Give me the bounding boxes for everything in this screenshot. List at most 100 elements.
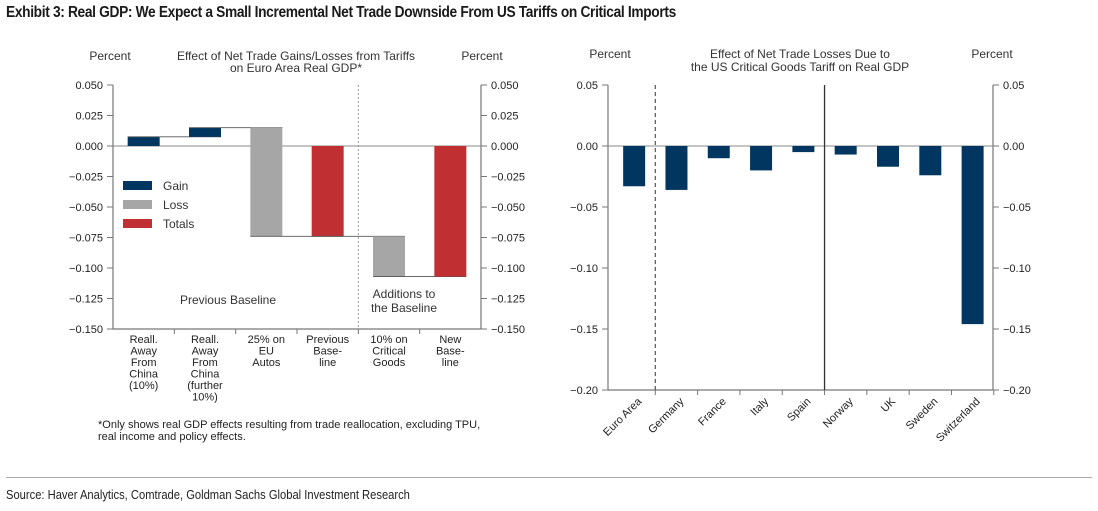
y-tick-label-right: −0.15: [1003, 324, 1031, 336]
y-tick-label-left: −0.15: [570, 324, 598, 336]
x-tick-label: line: [319, 357, 336, 369]
exhibit-title: Exhibit 3: Real GDP: We Expect a Small I…: [6, 4, 676, 21]
y-tick-label-right: −0.050: [491, 202, 525, 214]
x-tick-label: (further: [187, 380, 223, 392]
chart-title: the US Critical Goods Tariff on Real GDP: [691, 60, 909, 74]
bar-euro-area: [623, 146, 646, 187]
bar-sweden: [919, 146, 942, 176]
x-tick-label: Away: [130, 346, 157, 358]
x-tick-label: EU: [259, 346, 274, 358]
legend-label-gain: Gain: [163, 179, 188, 193]
x-tick-label: Critical: [372, 346, 406, 358]
bar-gain: [189, 127, 221, 137]
source-note: Source: Haver Analytics, Comtrade, Goldm…: [6, 487, 410, 502]
y-tick-label-left: −0.150: [69, 324, 103, 336]
y-tick-label-right: −0.20: [1003, 385, 1031, 397]
x-tick-label: 25% on: [248, 334, 285, 346]
y-tick-label-left: 0.00: [577, 141, 598, 153]
bar-spain: [792, 146, 815, 153]
y-tick-label-left: −0.20: [570, 385, 598, 397]
y-tick-label-left: 0.05: [577, 80, 598, 92]
y-tick-label-right: −0.075: [491, 233, 525, 245]
chart-title: Effect of Net Trade Losses Due to: [710, 47, 890, 61]
x-tick-label: 10%): [192, 392, 218, 404]
x-tick-label: China: [191, 369, 221, 381]
x-tick-label: Norway: [821, 395, 856, 430]
y-tick-label-left: −0.125: [69, 294, 103, 306]
x-tick-label: France: [696, 396, 729, 429]
y-axis-label-right: Percent: [971, 47, 1013, 61]
bar-switzerland: [961, 146, 984, 325]
footnote: real income and policy effects.: [98, 431, 246, 443]
y-axis-label-right: Percent: [461, 49, 503, 63]
chart-title: Effect of Net Trade Gains/Losses from Ta…: [177, 49, 415, 63]
bar-gain: [127, 136, 160, 146]
y-tick-label-right: −0.05: [1003, 202, 1031, 214]
legend-swatch-gain: [123, 181, 152, 190]
x-tick-label: Base-: [436, 346, 465, 358]
y-tick-label-left: −0.075: [69, 233, 103, 245]
annotation-additions: the Baseline: [371, 301, 437, 315]
y-axis-label-left: Percent: [89, 49, 131, 63]
bar-totals: [434, 146, 467, 277]
x-tick-label: Spain: [785, 396, 813, 424]
y-tick-label-right: −0.100: [491, 263, 525, 275]
x-tick-label: Previous: [306, 334, 349, 346]
x-tick-label: 10% on: [370, 334, 407, 346]
y-tick-label-left: −0.05: [570, 202, 598, 214]
y-tick-label-right: −0.125: [491, 294, 525, 306]
bar-germany: [665, 146, 688, 190]
y-tick-label-left: 0.000: [75, 141, 103, 153]
chart-canvas: Percent Percent Effect of Net Trade Gains/…: [69, 47, 1031, 444]
x-tick-label: line: [442, 357, 459, 369]
y-tick-label-right: 0.05: [1003, 80, 1024, 92]
x-tick-label: Reall.: [191, 334, 219, 346]
x-tick-label: From: [192, 357, 218, 369]
y-tick-label-left: −0.025: [69, 172, 103, 184]
y-tick-label-left: −0.050: [69, 202, 103, 214]
x-tick-label: Goods: [373, 357, 406, 369]
footnote: *Only shows real GDP effects resulting f…: [98, 419, 480, 431]
x-tick-label: From: [131, 357, 157, 369]
y-tick-label-right: −0.025: [491, 172, 525, 184]
legend-swatch-loss: [123, 200, 152, 209]
legend-swatch-totals: [123, 219, 152, 228]
x-tick-label: New: [439, 334, 461, 346]
chart-title: on Euro Area Real GDP*: [230, 61, 362, 75]
x-tick-label: Italy: [748, 395, 771, 418]
x-tick-label: Sweden: [904, 396, 941, 433]
source-divider: [6, 477, 1092, 478]
x-tick-label: UK: [879, 395, 899, 415]
x-tick-label: China: [129, 369, 159, 381]
bar-uk: [877, 146, 899, 167]
x-tick-label: Switzerland: [934, 396, 983, 445]
y-tick-label-left: −0.100: [69, 263, 103, 275]
x-tick-label: Germany: [646, 395, 687, 436]
legend-label-totals: Totals: [163, 217, 194, 231]
bar-totals: [311, 146, 344, 237]
bar-loss: [250, 127, 283, 237]
x-tick-label: Autos: [252, 357, 281, 369]
y-tick-label-right: 0.025: [491, 111, 519, 123]
waterfall-chart: Percent Percent Effect of Net Trade Gains/…: [69, 49, 525, 443]
y-tick-label-left: 0.050: [75, 80, 103, 92]
y-tick-label-right: −0.10: [1003, 263, 1031, 275]
bar-loss: [373, 236, 405, 277]
bar-france: [707, 146, 730, 159]
legend-label-loss: Loss: [163, 198, 188, 212]
y-tick-label-left: 0.025: [75, 111, 103, 123]
y-tick-label-right: 0.00: [1003, 141, 1024, 153]
annotation-previous-baseline: Previous Baseline: [180, 293, 276, 307]
annotation-additions: Additions to: [373, 287, 436, 301]
country-bar-chart: Percent Percent Effect of Net Trade Losses…: [570, 47, 1031, 444]
bar-norway: [834, 146, 857, 155]
x-tick-label: Reall.: [130, 334, 158, 346]
y-tick-label-right: 0.000: [491, 141, 519, 153]
x-tick-label: (10%): [129, 380, 158, 392]
y-tick-label-left: −0.10: [570, 263, 598, 275]
x-tick-label: Base-: [313, 346, 342, 358]
x-tick-label: Euro Area: [601, 395, 645, 439]
y-tick-label-right: 0.050: [491, 80, 519, 92]
y-tick-label-right: −0.150: [491, 324, 525, 336]
bar-italy: [750, 146, 773, 171]
